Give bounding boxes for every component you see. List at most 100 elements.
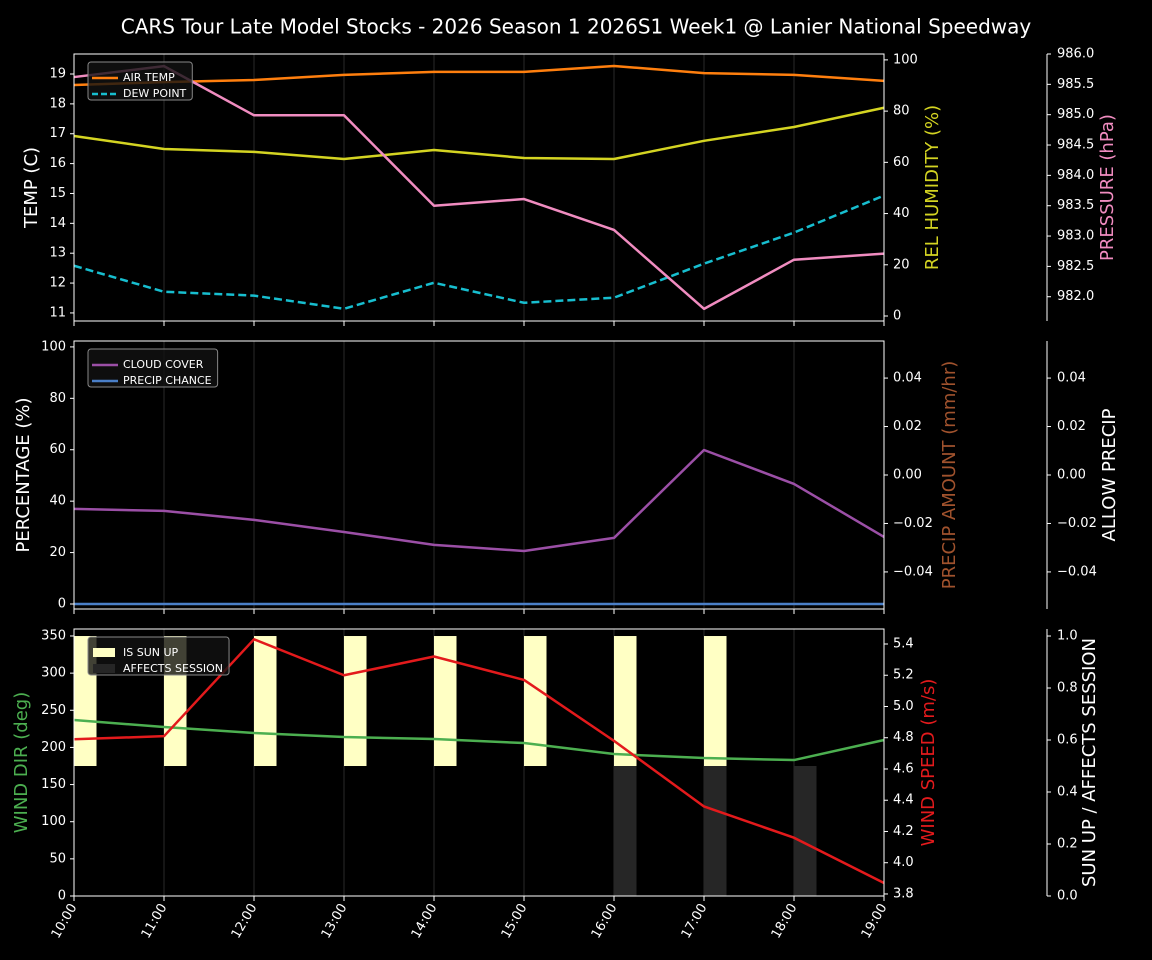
line	[73, 638, 885, 885]
y-tick-label: 20	[49, 545, 66, 560]
y2-tick-label: 20	[893, 257, 910, 272]
legend: CLOUD COVER PRECIP CHANCE	[87, 348, 219, 388]
y2-tick-label: −0.04	[893, 564, 933, 579]
legend-label: AIR TEMP	[123, 71, 175, 84]
y3-tick-label: 984.5	[1057, 138, 1094, 153]
legend-box	[87, 636, 230, 676]
y-tick-label: 100	[41, 339, 66, 354]
legend-box	[87, 348, 219, 388]
y3-tick-label: 982.0	[1057, 289, 1094, 304]
y3-tick-label: 0.04	[1057, 371, 1086, 386]
legend-label: PRECIP CHANCE	[123, 374, 212, 387]
y-tick-label: 13	[49, 246, 66, 261]
bar	[344, 636, 367, 767]
line	[73, 64, 885, 87]
y2-tick-label: 0.00	[893, 468, 922, 483]
y3-axis-label: ALLOW PRECIP	[1099, 408, 1120, 541]
y2-tick-label: 100	[893, 52, 918, 67]
y-tick-label: 150	[41, 777, 66, 792]
legend: AIR TEMP DEW POINT	[87, 61, 193, 101]
bar	[254, 636, 277, 767]
y3-axis-label: SUN UP / AFFECTS SESSION	[1079, 638, 1100, 887]
y2-tick-label: 0.02	[893, 419, 922, 434]
y2-axis-label: REL HUMIDITY (%)	[922, 105, 943, 270]
plot-frame	[73, 53, 885, 322]
plot-frame	[73, 628, 885, 897]
y2-axis-label: WIND SPEED (m/s)	[918, 679, 939, 847]
bar	[614, 636, 637, 767]
bar	[704, 766, 727, 896]
y2-tick-label: 80	[893, 104, 910, 119]
y2-tick-label: 4.2	[893, 824, 914, 839]
legend-swatch	[93, 648, 115, 657]
y-tick-label: 100	[41, 814, 66, 829]
line	[73, 718, 885, 762]
y-tick-label: 0	[58, 596, 66, 611]
y3-axis-label: PRESSURE (hPa)	[1097, 114, 1118, 261]
y2-axis-label: PRECIP AMOUNT (mm/hr)	[939, 361, 960, 590]
y3-tick-label: 0.00	[1057, 468, 1086, 483]
y2-tick-label: 5.0	[893, 699, 914, 714]
y-tick-label: 12	[49, 276, 66, 291]
y3-tick-label: 983.0	[1057, 229, 1094, 244]
bar	[524, 636, 547, 767]
y2-tick-label: 4.4	[893, 793, 914, 808]
y2-tick-label: 3.8	[893, 886, 914, 901]
y2-tick-label: 4.6	[893, 761, 914, 776]
y-tick-label: 60	[49, 442, 66, 457]
bar	[704, 636, 727, 767]
y3-tick-label: 984.0	[1057, 168, 1094, 183]
y3-tick-label: 0.0	[1057, 889, 1078, 904]
y3-tick-label: 0.4	[1057, 785, 1078, 800]
bar	[614, 766, 637, 896]
legend-label: AFFECTS SESSION	[123, 662, 223, 675]
y-tick-label: 350	[41, 628, 66, 643]
line	[73, 64, 885, 311]
y-axis-label: WIND DIR (deg)	[11, 692, 32, 834]
bar	[794, 766, 817, 896]
y-tick-label: 50	[49, 851, 66, 866]
y3-tick-label: −0.02	[1057, 516, 1097, 531]
y2-tick-label: 0.04	[893, 371, 922, 386]
y-tick-label: 16	[49, 156, 66, 171]
y3-tick-label: 0.8	[1057, 681, 1078, 696]
y2-tick-label: 5.4	[893, 636, 914, 651]
y-tick-label: 250	[41, 703, 66, 718]
legend: IS SUN UP AFFECTS SESSION	[87, 636, 230, 676]
line	[73, 194, 885, 311]
y2-tick-label: 40	[893, 206, 910, 221]
y3-tick-label: 985.5	[1057, 77, 1094, 92]
y2-tick-label: −0.02	[893, 516, 933, 531]
y-tick-label: 17	[49, 126, 66, 141]
bar	[434, 636, 457, 767]
y3-tick-label: 0.2	[1057, 837, 1078, 852]
y2-tick-label: 4.8	[893, 730, 914, 745]
y-tick-label: 14	[49, 216, 66, 231]
chart-title: CARS Tour Late Model Stocks - 2026 Seaso…	[121, 15, 1032, 39]
y-tick-label: 11	[49, 305, 66, 320]
y-tick-label: 80	[49, 391, 66, 406]
y-tick-label: 40	[49, 494, 66, 509]
y-axis-label: PERCENTAGE (%)	[13, 397, 34, 552]
y3-tick-label: 986.0	[1057, 47, 1094, 62]
y2-tick-label: 4.0	[893, 855, 914, 870]
y3-tick-label: 0.02	[1057, 419, 1086, 434]
y-tick-label: 15	[49, 186, 66, 201]
y-tick-label: 19	[49, 67, 66, 82]
plot-frame	[73, 340, 885, 610]
y2-tick-label: 0	[893, 309, 901, 324]
y-tick-label: 200	[41, 740, 66, 755]
y3-tick-label: 983.5	[1057, 198, 1094, 213]
legend-box	[87, 61, 193, 101]
legend-label: DEW POINT	[123, 87, 187, 100]
y-tick-label: 18	[49, 96, 66, 111]
y3-tick-label: 1.0	[1057, 629, 1078, 644]
y3-tick-label: 982.5	[1057, 259, 1094, 274]
legend-swatch	[93, 664, 115, 673]
y3-tick-label: 985.0	[1057, 107, 1094, 122]
line	[73, 106, 885, 161]
y-tick-label: 0	[58, 889, 66, 904]
legend-label: CLOUD COVER	[123, 358, 204, 371]
